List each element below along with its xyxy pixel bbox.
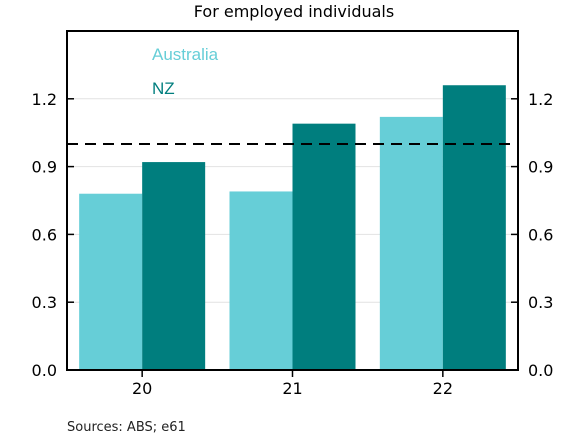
bar-australia-20 xyxy=(79,193,143,370)
bar-australia-21 xyxy=(229,191,293,370)
y-tick-label-left: 0.6 xyxy=(32,225,57,244)
y-tick-label-right: 1.2 xyxy=(528,90,553,109)
x-tick-label: 21 xyxy=(282,379,302,398)
y-axis-right: 0.0 0.3 0.6 0.9 1.2 xyxy=(511,90,553,380)
x-tick-label: 22 xyxy=(433,379,453,398)
chart-subtitle: For employed individuals xyxy=(193,2,395,21)
y-axis-left: 0.0 0.3 0.6 0.9 1.2 xyxy=(32,90,74,380)
y-tick-label-right: 0.3 xyxy=(528,293,553,312)
bars xyxy=(79,85,506,371)
legend: Australia NZ xyxy=(152,45,219,98)
bar-nz-22 xyxy=(442,85,506,371)
bar-nz-20 xyxy=(142,162,206,370)
y-tick-label-left: 0.3 xyxy=(32,293,57,312)
legend-australia: Australia xyxy=(152,45,219,64)
y-tick-label-left: 1.2 xyxy=(32,90,57,109)
bar-nz-21 xyxy=(292,123,356,370)
source-note: Sources: ABS; e61 xyxy=(67,420,186,435)
y-tick-label-left: 0.0 xyxy=(32,361,57,380)
y-tick-label-right: 0.6 xyxy=(528,225,553,244)
y-tick-label-right: 0.0 xyxy=(528,361,553,380)
y-tick-label-right: 0.9 xyxy=(528,158,553,177)
bar-australia-22 xyxy=(379,116,443,370)
y-tick-label-left: 0.9 xyxy=(32,158,57,177)
legend-nz: NZ xyxy=(152,79,175,98)
x-tick-label: 20 xyxy=(132,379,152,398)
x-axis: 20 21 22 xyxy=(132,370,453,398)
